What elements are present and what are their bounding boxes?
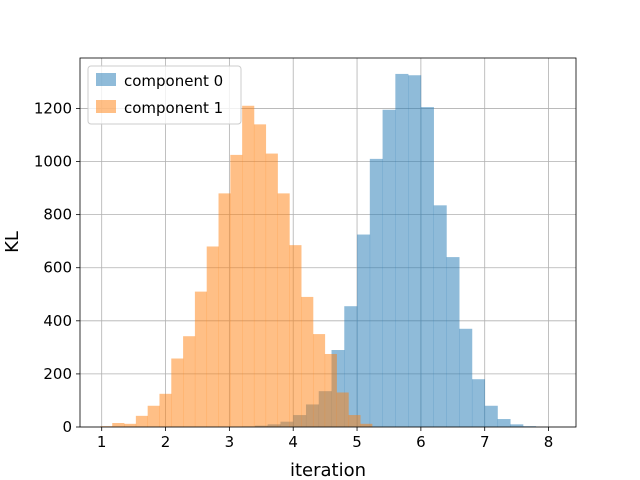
bar-s1-15 bbox=[277, 193, 290, 427]
bar-s1-8 bbox=[194, 291, 208, 427]
x-tick-label-3: 3 bbox=[225, 433, 235, 451]
x-tick-label-4: 4 bbox=[288, 433, 298, 451]
y-axis-label: KL bbox=[2, 231, 23, 253]
y-tick-label-0: 0 bbox=[62, 418, 72, 436]
bar-s0-10 bbox=[369, 158, 383, 428]
bar-s1-20 bbox=[336, 392, 349, 427]
bar-s1-3 bbox=[135, 415, 148, 427]
bar-s1-18 bbox=[312, 334, 326, 427]
y-tick-label-1200: 1200 bbox=[34, 99, 72, 117]
bar-s0-13 bbox=[408, 75, 422, 427]
x-tick-label-7: 7 bbox=[480, 433, 490, 451]
bar-s1-17 bbox=[301, 296, 314, 427]
bar-s1-5 bbox=[159, 393, 172, 427]
bar-s1-9 bbox=[206, 246, 219, 427]
bar-s1-2 bbox=[124, 423, 137, 427]
bar-s1-7 bbox=[183, 336, 196, 427]
bar-s1-21 bbox=[348, 415, 361, 427]
bar-s0-20 bbox=[497, 419, 511, 427]
y-tick-label-200: 200 bbox=[43, 365, 72, 383]
bar-s1-12 bbox=[242, 105, 255, 427]
bar-s0-16 bbox=[446, 257, 460, 427]
bar-s0-19 bbox=[484, 405, 498, 427]
legend-label-1: component 1 bbox=[124, 99, 223, 117]
y-tick-label-400: 400 bbox=[43, 312, 72, 330]
legend-frame bbox=[87, 65, 242, 125]
legend: component 0 component 1 bbox=[87, 65, 242, 125]
plot-frame bbox=[79, 57, 577, 428]
bar-s1-19 bbox=[324, 353, 337, 427]
x-axis-label: iteration bbox=[290, 460, 366, 480]
bar-s0-17 bbox=[459, 328, 473, 427]
y-axis-ticks: 0 200 400 600 800 1000 1200 bbox=[34, 99, 80, 436]
x-tick-label-2: 2 bbox=[161, 433, 171, 451]
legend-swatch-0 bbox=[96, 73, 116, 86]
bar-s0-14 bbox=[420, 107, 434, 427]
bar-s1-11 bbox=[230, 154, 243, 427]
bar-s0-12 bbox=[395, 73, 409, 428]
y-tick-label-800: 800 bbox=[43, 206, 72, 224]
bar-s0-18 bbox=[471, 379, 486, 427]
x-tick-label-1: 1 bbox=[97, 433, 107, 451]
bar-s1-22 bbox=[360, 423, 373, 427]
bar-s1-14 bbox=[265, 153, 278, 427]
bar-s1-10 bbox=[218, 193, 231, 427]
y-tick-label-600: 600 bbox=[43, 259, 72, 277]
bar-s0-11 bbox=[382, 109, 396, 428]
legend-label-0: component 0 bbox=[124, 72, 223, 90]
bar-s1-16 bbox=[289, 245, 302, 427]
x-tick-label-5: 5 bbox=[352, 433, 362, 451]
y-tick-label-1000: 1000 bbox=[34, 153, 72, 171]
bar-s1-6 bbox=[171, 358, 184, 427]
x-tick-label-8: 8 bbox=[544, 433, 554, 451]
bar-s1-4 bbox=[147, 405, 160, 427]
histogram-bars bbox=[100, 73, 537, 428]
bar-s0-21 bbox=[510, 424, 524, 427]
x-axis-ticks: 1 2 3 4 5 6 7 8 bbox=[97, 427, 553, 451]
bar-s1-13 bbox=[253, 124, 267, 427]
bar-s0-15 bbox=[433, 205, 447, 427]
x-tick-label-6: 6 bbox=[416, 433, 426, 451]
legend-swatch-1 bbox=[96, 100, 116, 113]
bar-s1-1 bbox=[112, 423, 125, 427]
bar-s0-9 bbox=[357, 234, 371, 427]
